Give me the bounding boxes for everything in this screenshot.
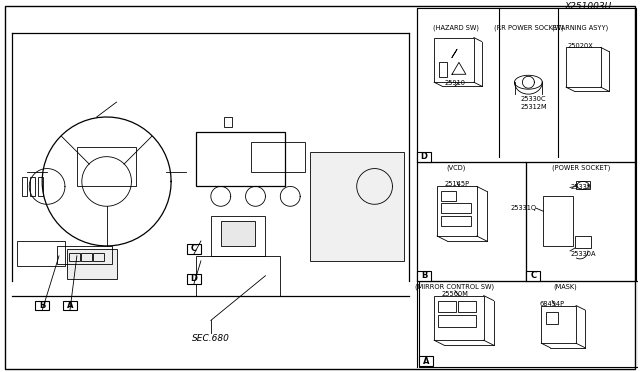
Bar: [69, 253, 80, 261]
Text: SEC.680: SEC.680: [192, 334, 230, 343]
Bar: [439, 62, 447, 77]
Text: (WARNING ASYY): (WARNING ASYY): [552, 25, 608, 31]
Bar: [196, 132, 285, 186]
Bar: [575, 236, 591, 248]
Bar: [419, 281, 637, 367]
Bar: [93, 253, 104, 261]
Text: 25339: 25339: [570, 185, 591, 190]
Text: 25330C: 25330C: [520, 96, 546, 102]
Text: 25331Q: 25331Q: [510, 205, 536, 211]
Bar: [30, 176, 35, 196]
Text: (RR POWER SOCKET): (RR POWER SOCKET): [493, 25, 563, 31]
Bar: [543, 196, 573, 246]
Bar: [310, 152, 404, 261]
Bar: [434, 296, 484, 340]
Bar: [576, 182, 590, 189]
Bar: [417, 152, 431, 161]
Bar: [419, 356, 433, 366]
Bar: [527, 271, 540, 281]
Bar: [67, 249, 116, 279]
Text: X251003U: X251003U: [564, 2, 612, 11]
Bar: [77, 147, 136, 186]
Text: (HAZARD SW): (HAZARD SW): [433, 25, 479, 31]
Bar: [250, 142, 305, 171]
Text: 25020X: 25020X: [567, 42, 593, 48]
Bar: [35, 301, 49, 311]
Bar: [211, 216, 266, 256]
Text: 25560M: 25560M: [442, 291, 468, 296]
Bar: [437, 186, 477, 236]
Bar: [441, 216, 471, 226]
Text: C: C: [531, 271, 536, 280]
Bar: [434, 38, 474, 82]
Bar: [22, 176, 28, 196]
Bar: [438, 315, 476, 327]
Text: 25910: 25910: [444, 80, 465, 86]
Bar: [547, 312, 558, 324]
Bar: [527, 161, 636, 281]
Bar: [458, 301, 476, 312]
Text: D: D: [420, 152, 428, 161]
Text: A: A: [67, 301, 73, 310]
Text: 25145P: 25145P: [444, 182, 470, 187]
Bar: [417, 271, 431, 281]
Bar: [81, 253, 92, 261]
Text: (POWER SOCKET): (POWER SOCKET): [552, 164, 610, 171]
Text: C: C: [191, 244, 197, 253]
Bar: [566, 48, 601, 87]
Bar: [438, 301, 456, 312]
Text: (MIRROR CONTROL SW): (MIRROR CONTROL SW): [415, 284, 495, 290]
Text: D: D: [191, 274, 198, 283]
Bar: [38, 176, 43, 196]
Bar: [57, 246, 111, 264]
Text: 68494P: 68494P: [540, 301, 564, 307]
Text: (MASK): (MASK): [553, 284, 577, 290]
Bar: [441, 203, 471, 213]
Bar: [541, 305, 576, 343]
Text: B: B: [421, 271, 428, 280]
Text: 25312M: 25312M: [520, 104, 547, 110]
Bar: [17, 241, 65, 266]
Bar: [187, 244, 201, 254]
Bar: [441, 191, 456, 201]
Bar: [417, 161, 527, 281]
Text: A: A: [423, 357, 429, 366]
Text: B: B: [39, 301, 45, 310]
Bar: [63, 301, 77, 311]
Text: (VCD): (VCD): [446, 164, 466, 171]
Text: 25330A: 25330A: [570, 251, 596, 257]
Bar: [196, 256, 280, 296]
Bar: [187, 274, 201, 284]
Bar: [224, 117, 232, 127]
Bar: [221, 221, 255, 246]
Bar: [417, 8, 636, 161]
